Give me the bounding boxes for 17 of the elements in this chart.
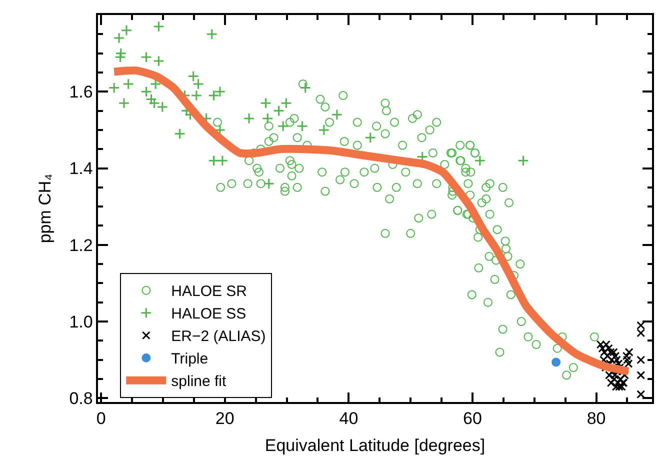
- y-tick-label: 1.4: [69, 159, 93, 178]
- legend-label: Triple: [171, 350, 208, 368]
- x-tick-label: 80: [586, 409, 606, 428]
- x-tick-label: 60: [463, 409, 482, 428]
- y-tick-label: 1.6: [69, 82, 93, 102]
- y-tick-label: 0.8: [69, 389, 93, 408]
- y-tick-label: 1.0: [69, 312, 93, 332]
- x-tick-label: 20: [215, 409, 234, 428]
- y-tick-label: 1.2: [69, 236, 93, 255]
- legend-label: ER−2 (ALIAS): [171, 328, 266, 346]
- y-axis-title: ppm CH₄: [35, 174, 54, 244]
- legend-label: HALOE SR: [171, 283, 248, 300]
- legend-label: HALOE SS: [171, 306, 246, 323]
- x-tick-label: 40: [339, 409, 358, 428]
- legend-label: spline fit: [171, 373, 228, 390]
- x-axis-title: Equivalent Latitude [degrees]: [264, 436, 486, 456]
- x-tick-label: 0: [96, 409, 106, 428]
